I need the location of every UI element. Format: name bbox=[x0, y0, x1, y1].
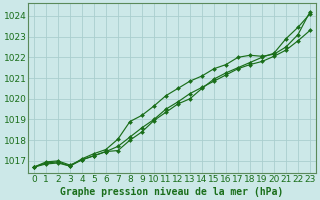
X-axis label: Graphe pression niveau de la mer (hPa): Graphe pression niveau de la mer (hPa) bbox=[60, 186, 284, 197]
